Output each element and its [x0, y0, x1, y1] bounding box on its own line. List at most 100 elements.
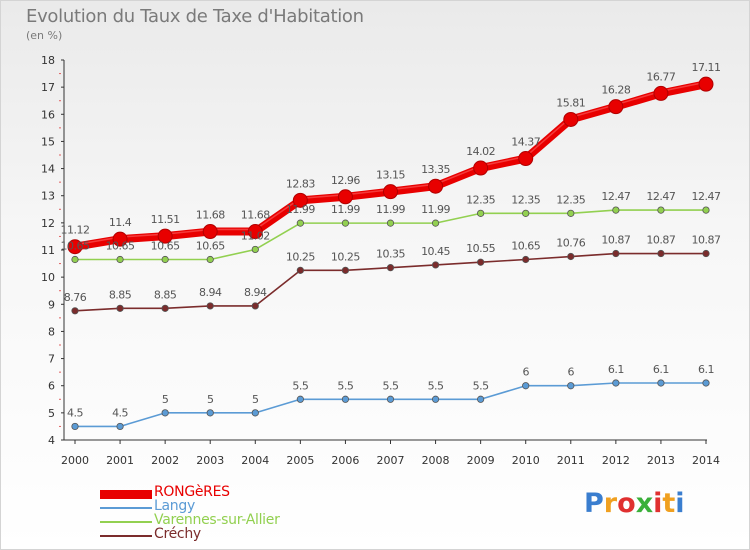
data-point: [612, 206, 620, 214]
data-point: [608, 99, 624, 115]
data-point: [612, 249, 620, 258]
data-label: 5: [252, 393, 259, 406]
x-tick-label: 2005: [286, 454, 314, 467]
data-point: [477, 209, 485, 217]
data-label: 11.12: [61, 224, 90, 237]
data-point: [112, 231, 128, 247]
data-label: 15.81: [556, 96, 585, 109]
data-point: [657, 379, 665, 387]
data-point: [567, 382, 575, 390]
data-point: [518, 151, 534, 167]
data-point: [698, 76, 714, 92]
data-label: 14.37: [511, 136, 540, 149]
data-label: 11.99: [376, 203, 405, 216]
data-point: [296, 395, 304, 403]
data-label: 12.47: [601, 190, 630, 203]
data-label: 8.85: [109, 288, 132, 301]
data-point: [341, 266, 350, 274]
legend-swatch: [100, 521, 152, 523]
data-label: 6.1: [653, 363, 669, 376]
x-tick-label: 2014: [692, 454, 720, 467]
data-point: [612, 379, 620, 387]
data-point: [116, 422, 124, 431]
legend-swatch: [100, 489, 152, 499]
x-tick-label: 2013: [647, 454, 675, 467]
data-label: 12.47: [646, 190, 675, 203]
proxiti-logo: Proxiti: [584, 488, 685, 519]
data-point: [161, 255, 169, 264]
data-label: 11.68: [196, 209, 225, 222]
data-label: 11.4: [109, 216, 132, 229]
data-label: 6.1: [698, 363, 714, 376]
data-label: 14.02: [466, 145, 495, 158]
data-label: 13.35: [421, 163, 450, 176]
data-label: 5: [207, 393, 214, 406]
y-tick-label: 11: [41, 244, 55, 257]
data-point: [386, 264, 395, 272]
x-tick-label: 2000: [61, 454, 89, 467]
data-label: 6: [522, 366, 529, 379]
data-label: 12.35: [466, 193, 495, 206]
data-point: [563, 111, 579, 127]
data-point: [522, 255, 530, 264]
data-point: [567, 252, 575, 261]
data-point: [428, 178, 444, 194]
x-tick-label: 2003: [196, 454, 224, 467]
data-label: 5.5: [292, 379, 308, 392]
x-tick-label: 2012: [602, 454, 630, 467]
data-point: [477, 258, 485, 266]
data-label: 10.87: [601, 234, 630, 247]
data-point: [567, 209, 575, 217]
legend-swatch: [100, 535, 152, 537]
data-label: 11.68: [241, 209, 270, 222]
data-point: [522, 209, 530, 217]
data-point: [431, 219, 440, 227]
data-point: [116, 304, 124, 312]
data-point: [296, 219, 304, 227]
y-tick-label: 9: [48, 298, 55, 311]
y-tick-label: 4: [48, 434, 55, 447]
data-label: 11.02: [241, 229, 270, 242]
data-label: 11.99: [286, 203, 315, 216]
y-tick-label: 17: [41, 81, 55, 94]
logo-letter: t: [662, 488, 676, 519]
x-tick-label: 2002: [151, 454, 179, 467]
data-label: 5.5: [337, 379, 353, 392]
data-point: [383, 184, 398, 200]
series-layer: [67, 76, 714, 431]
data-point: [71, 255, 79, 264]
data-label: 10.45: [421, 245, 450, 258]
y-tick-label: 8: [48, 325, 55, 338]
data-label: 10.65: [106, 240, 135, 253]
data-point: [386, 219, 395, 227]
y-tick-label: 15: [41, 135, 55, 148]
data-point: [161, 304, 169, 312]
x-tick-label: 2011: [557, 454, 585, 467]
data-label: 8.94: [244, 286, 267, 299]
data-point: [157, 228, 173, 244]
logo-letter: x: [635, 488, 654, 519]
legend-label: RONGèRES: [154, 484, 230, 500]
y-tick-label: 7: [48, 353, 55, 366]
data-label: 8.94: [199, 286, 222, 299]
y-tick-label: 13: [41, 190, 55, 203]
data-label: 12.47: [692, 190, 721, 203]
y-tick-label: 14: [41, 163, 55, 176]
legend-label: Varennes-sur-Allier: [154, 512, 280, 528]
data-label: 10.25: [331, 250, 360, 263]
data-point: [67, 239, 83, 255]
data-point: [477, 395, 485, 403]
data-label: 5.5: [473, 379, 489, 392]
data-label: 5.5: [428, 379, 444, 392]
data-label: 5.5: [383, 379, 399, 392]
data-label: 10.65: [151, 240, 180, 253]
data-point: [657, 249, 665, 258]
data-label: 16.28: [601, 84, 630, 97]
data-point: [251, 245, 259, 254]
data-label: 4.5: [112, 406, 128, 419]
data-label: 10.87: [646, 234, 675, 247]
data-point: [161, 409, 169, 417]
legend-label: Langy: [154, 498, 195, 514]
data-point: [206, 255, 214, 264]
